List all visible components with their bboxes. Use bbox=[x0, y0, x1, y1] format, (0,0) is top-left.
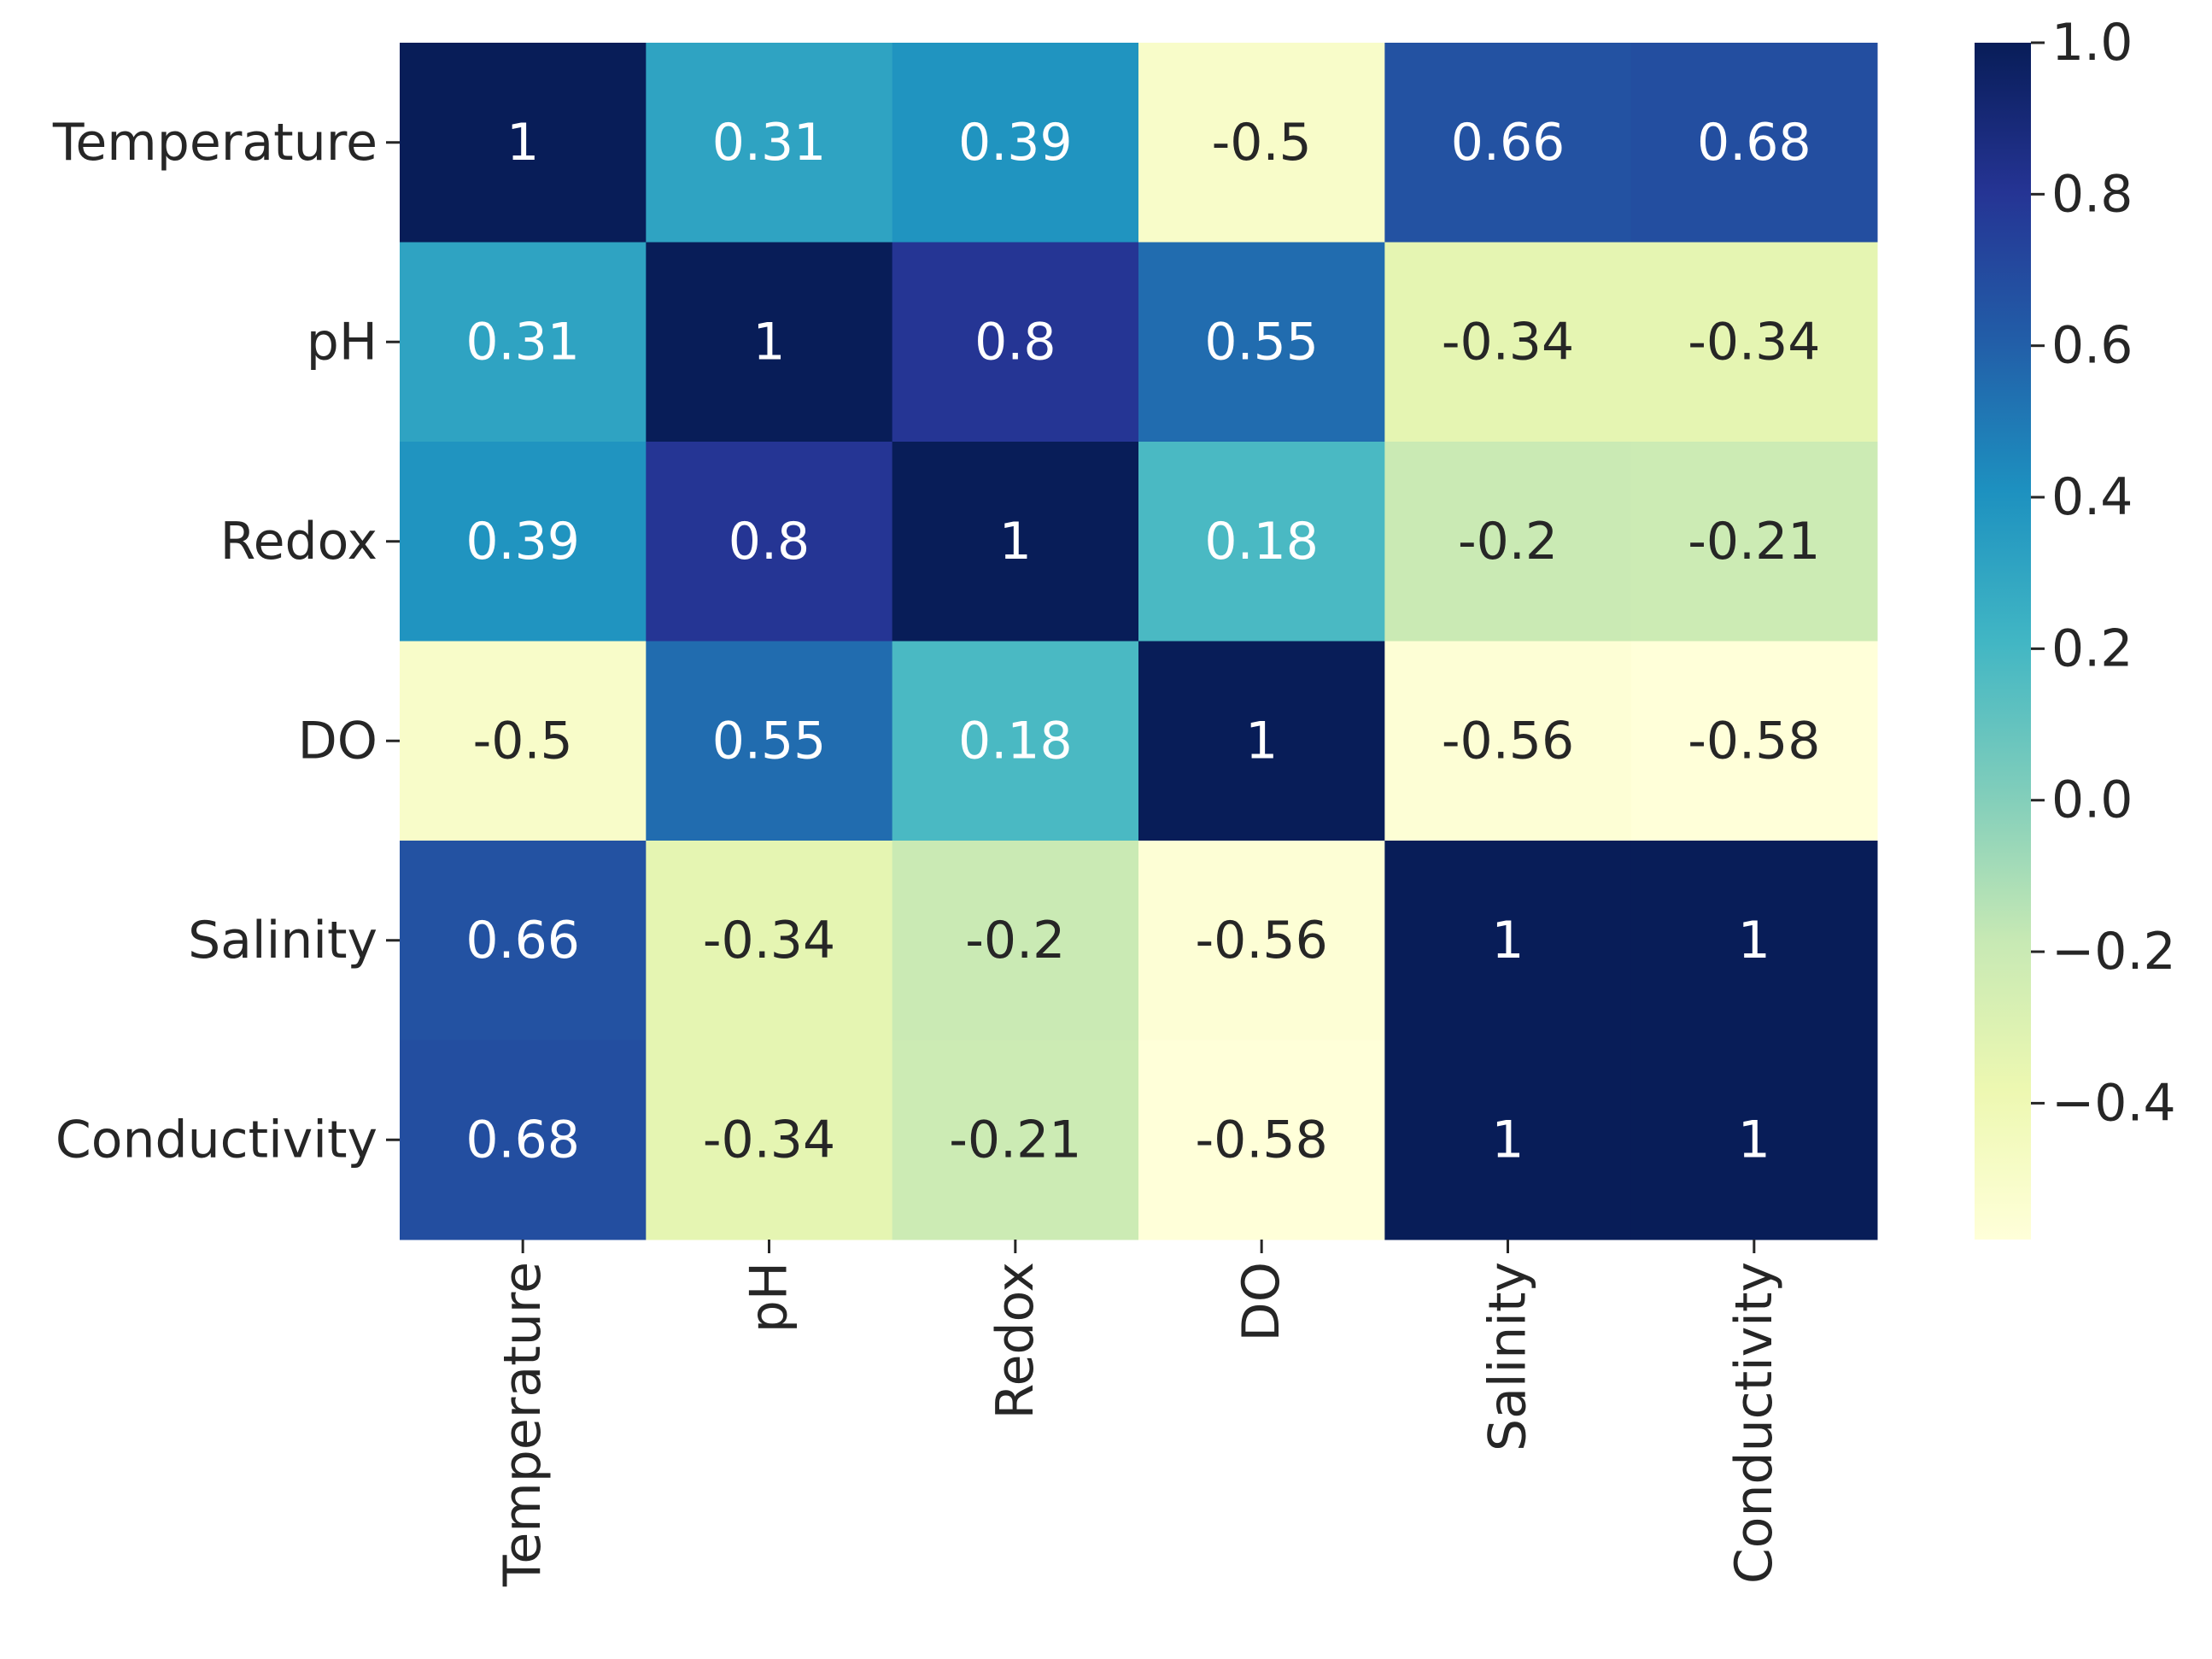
heatmap-cell bbox=[646, 1040, 893, 1240]
y-tick-label: Salinity bbox=[188, 911, 377, 970]
heatmap-cell bbox=[1630, 1040, 1878, 1240]
heatmap-cell bbox=[892, 841, 1139, 1041]
heatmap-cell bbox=[400, 1040, 647, 1240]
cell-label: 1 bbox=[506, 113, 539, 173]
cell-label: -0.58 bbox=[1196, 1110, 1328, 1170]
colorbar-tick-label: 0.2 bbox=[2051, 618, 2133, 678]
heatmap-cell bbox=[400, 442, 647, 642]
cell-label: -0.34 bbox=[703, 911, 835, 970]
cell-label: 0.66 bbox=[465, 911, 580, 970]
heatmap-cell bbox=[1630, 641, 1878, 841]
cell-label: -0.34 bbox=[1442, 312, 1574, 372]
heatmap-cell bbox=[400, 641, 647, 841]
heatmap-cell bbox=[1384, 43, 1632, 243]
cell-label: 0.18 bbox=[958, 711, 1073, 771]
heatmap-cell bbox=[400, 242, 647, 443]
cell-label: -0.21 bbox=[1688, 512, 1820, 572]
y-tick-label: Temperature bbox=[52, 113, 377, 173]
heatmap-cell bbox=[1138, 43, 1385, 243]
y-tick-label: DO bbox=[298, 711, 377, 771]
heatmap-cell bbox=[1630, 841, 1878, 1041]
cell-label: -0.56 bbox=[1442, 711, 1574, 771]
cell-label: 1 bbox=[999, 512, 1032, 572]
colorbar-tick-label: 0.8 bbox=[2051, 164, 2133, 224]
heatmap-cell bbox=[1138, 841, 1385, 1041]
cell-label: 0.55 bbox=[712, 711, 827, 771]
heatmap-cell bbox=[892, 442, 1139, 642]
heatmap-cell bbox=[1630, 43, 1878, 243]
y-tick-label: Conductivity bbox=[56, 1110, 377, 1170]
colorbar-tick-label: −0.2 bbox=[2051, 922, 2176, 982]
cell-label: 0.39 bbox=[958, 113, 1073, 173]
cell-label: 0.31 bbox=[712, 113, 827, 173]
heatmap-cell bbox=[892, 1040, 1139, 1240]
heatmap-cell bbox=[1384, 841, 1632, 1041]
cell-label: -0.2 bbox=[965, 911, 1065, 970]
cell-label: 0.68 bbox=[1697, 113, 1811, 173]
cell-label: -0.5 bbox=[1212, 113, 1312, 173]
cell-label: -0.2 bbox=[1458, 512, 1558, 572]
cell-label: 0.31 bbox=[465, 312, 580, 372]
cell-label: 1 bbox=[1245, 711, 1278, 771]
x-tick-label: Temperature bbox=[493, 1262, 553, 1587]
cell-label: -0.34 bbox=[1688, 312, 1820, 372]
heatmap-cell bbox=[1384, 242, 1632, 443]
colorbar-tick-label: −0.4 bbox=[2051, 1073, 2176, 1133]
colorbar-tick-label: 1.0 bbox=[2051, 13, 2133, 73]
cell-label: -0.58 bbox=[1688, 711, 1820, 771]
heatmap-cell bbox=[1384, 442, 1632, 642]
heatmap-cell bbox=[1138, 242, 1385, 443]
heatmap-cell bbox=[1630, 442, 1878, 642]
cell-label: 1 bbox=[1738, 1110, 1770, 1170]
y-tick-label: pH bbox=[307, 312, 377, 372]
cell-label: 0.68 bbox=[465, 1110, 580, 1170]
cell-label: 0.8 bbox=[974, 312, 1056, 372]
cell-label: -0.5 bbox=[473, 711, 573, 771]
cell-label: 0.39 bbox=[465, 512, 580, 572]
cell-label: -0.21 bbox=[949, 1110, 1081, 1170]
heatmap-cell bbox=[892, 242, 1139, 443]
x-tick-label: pH bbox=[740, 1262, 799, 1333]
heatmap-cell bbox=[646, 442, 893, 642]
heatmap-cell bbox=[646, 841, 893, 1041]
heatmap-cell bbox=[1384, 1040, 1632, 1240]
colorbar-tick-label: 0.6 bbox=[2051, 316, 2133, 376]
x-tick-label: Redox bbox=[986, 1262, 1045, 1419]
heatmap-cell bbox=[1138, 641, 1385, 841]
heatmap-cell bbox=[1630, 242, 1878, 443]
colorbar-tick-label: 0.0 bbox=[2051, 771, 2133, 830]
cell-label: 1 bbox=[1491, 1110, 1524, 1170]
heatmap-cell bbox=[1138, 442, 1385, 642]
heatmap-cell bbox=[1384, 641, 1632, 841]
heatmap-cell bbox=[1138, 1040, 1385, 1240]
x-tick-label: Conductivity bbox=[1724, 1262, 1784, 1584]
x-tick-label: Salinity bbox=[1478, 1262, 1538, 1451]
cell-label: 0.66 bbox=[1451, 113, 1565, 173]
cell-label: 0.8 bbox=[729, 512, 810, 572]
heatmap-cell bbox=[646, 43, 893, 243]
heatmap-cell bbox=[892, 43, 1139, 243]
y-tick-label: Redox bbox=[220, 512, 377, 572]
heatmap-cell bbox=[892, 641, 1139, 841]
x-tick-label: DO bbox=[1232, 1262, 1291, 1341]
colorbar-tick-label: 0.4 bbox=[2051, 467, 2133, 527]
cell-label: -0.56 bbox=[1196, 911, 1328, 970]
cell-label: 1 bbox=[752, 312, 785, 372]
cell-label: 1 bbox=[1738, 911, 1770, 970]
heatmap-cell bbox=[646, 242, 893, 443]
cell-label: 0.18 bbox=[1204, 512, 1319, 572]
heatmap-cell bbox=[400, 841, 647, 1041]
heatmap-cell bbox=[400, 43, 647, 243]
cell-label: 1 bbox=[1491, 911, 1524, 970]
cell-label: -0.34 bbox=[703, 1110, 835, 1170]
colorbar bbox=[1975, 43, 2031, 1240]
heatmap-cell bbox=[646, 641, 893, 841]
cell-label: 0.55 bbox=[1204, 312, 1319, 372]
